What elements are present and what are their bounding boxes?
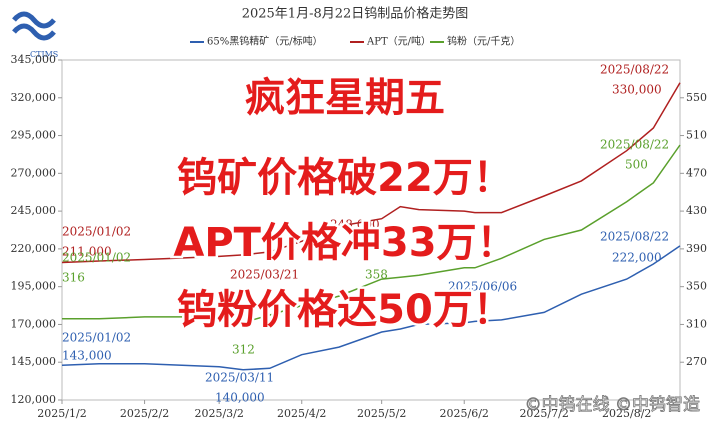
y2-tick-label: 470 [686,166,707,179]
annotation: 143,000 [62,349,112,363]
annotation: 500 [625,158,648,172]
x-tick-label: 2025/2/2 [120,407,169,420]
annotation: 2025/08/22 [600,138,669,152]
x-tick-label: 2025/6/2 [440,407,489,420]
x-tick-label: 2025/7/2 [519,407,568,420]
annotation: 222,000 [612,251,662,265]
x-tick-label: 2025/1/2 [37,407,86,420]
annotation: 2025/03/21 [230,268,299,282]
y2-tick-label: 350 [686,280,707,293]
annotation: 2025/08/22 [600,63,669,77]
annotation: 330,000 [612,83,662,97]
x-tick-label: 2025/3/2 [194,407,243,420]
annotation: 2025/08/22 [600,230,669,244]
y-tick-label: 295,000 [11,129,57,142]
x-tick-label: 2025/8/2 [602,407,651,420]
annotation: 2025/06/06 [448,280,517,294]
annotation: 358 [365,268,388,282]
y2-tick-label: 390 [686,242,707,255]
legend-label: APT（元/吨） [366,35,431,48]
annotation: 312 [232,343,255,357]
y2-tick-label: 550 [686,91,707,104]
x-tick-label: 2025/4/2 [277,407,326,420]
logo-text: CTIMS [30,50,58,59]
y2-tick-label: 510 [686,129,707,142]
annotation: 2025/03/11 [205,371,274,385]
series-line [61,245,681,371]
series-line [61,82,681,264]
series-line [62,144,681,324]
logo-mark [12,11,56,41]
annotation: 2025/01/02 [62,251,131,265]
y-tick-label: 170,000 [11,317,57,330]
y-tick-label: 120,000 [11,393,57,406]
legend-label: 65%黑钨精矿（元/标吨） [207,35,323,48]
annotation: 2025/01/02 [62,225,131,239]
y-tick-label: 245,000 [11,204,57,217]
headline: APT价格冲33万！ [173,220,516,266]
headline: 钨矿价格破22万！ [177,155,513,201]
y-tick-label: 220,000 [11,242,57,255]
y2-tick-label: 310 [686,317,707,330]
y-tick-label: 195,000 [11,280,57,293]
annotation: 2025/01/02 [62,331,131,345]
headline: 疯狂星期五 [245,75,445,121]
annotation: 248,000 [330,218,380,232]
y-tick-label: 270,000 [11,166,57,179]
headline: 钨粉价格达50万！ [177,287,513,333]
y-tick-label: 145,000 [11,355,57,368]
annotation: 316 [62,271,85,285]
y-tick-label: 345,000 [11,53,57,66]
annotation: 211,000 [62,245,112,259]
y2-tick-label: 430 [686,204,707,217]
y2-tick-label: 270 [686,355,707,368]
y-tick-label: 320,000 [11,91,57,104]
legend-label: 钨粉（元/千克） [447,35,520,48]
plot-frame [61,59,681,401]
watermark: ©中钨在线 ©中钨智造 [525,395,700,415]
annotation: 140,000 [215,391,265,405]
chart-title: 2025年1月-8月22日钨制品价格走势图 [242,6,469,22]
x-tick-label: 2025/5/2 [357,407,406,420]
